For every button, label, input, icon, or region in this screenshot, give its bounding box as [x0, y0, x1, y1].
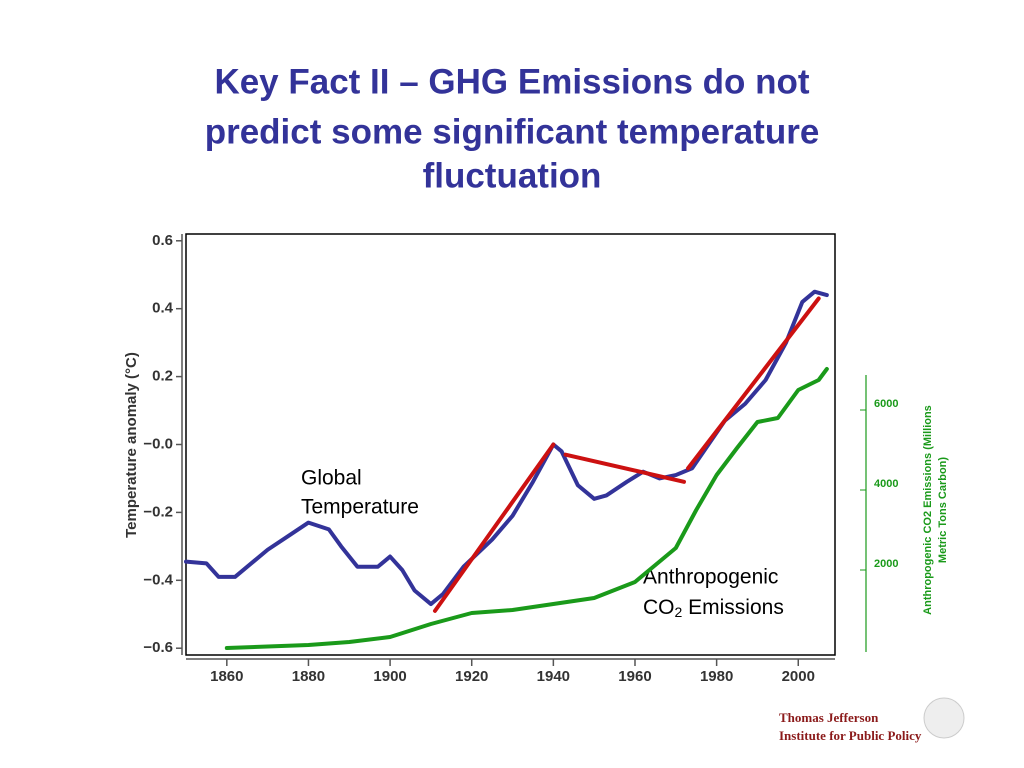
y2-tick-label: 2000	[874, 558, 898, 570]
y-tick-label: −0.6	[143, 639, 173, 656]
annotation-part: CO	[643, 596, 675, 619]
plot-frame	[185, 233, 836, 656]
annotation: CO2 Emissions	[643, 596, 784, 620]
x-tick-label: 1900	[373, 668, 406, 685]
logo-text: Thomas Jefferson	[779, 710, 879, 725]
y-tick-label: 0.4	[152, 300, 174, 317]
y2-tick-label: 6000	[874, 398, 898, 410]
y2-axis-label: Anthropogenic CO2 Emissions (Millions	[922, 405, 934, 615]
title-line: Key Fact II – GHG Emissions do not	[214, 62, 809, 101]
series-line	[432, 442, 556, 613]
x-tick-label: 1940	[537, 668, 570, 685]
annotation: Anthropogenic	[643, 566, 778, 589]
x-tick-label: 1860	[210, 668, 243, 685]
logo-emblem	[923, 697, 965, 739]
x-tick-label: 1880	[292, 668, 325, 685]
x-tick-label: 1920	[455, 668, 488, 685]
series-line	[563, 452, 686, 484]
y-axis-label: Temperature anomaly (°C)	[123, 352, 140, 538]
title: Key Fact II – GHG Emissions do not predi…	[205, 62, 820, 195]
x-tick-label: 1960	[618, 668, 651, 685]
y-tick-label: 0.6	[152, 232, 173, 249]
series-line	[686, 296, 821, 471]
y2-tick-label: 4000	[874, 478, 898, 490]
y-tick-label: −0.2	[143, 503, 173, 520]
annotation-part: Emissions	[682, 596, 784, 619]
y2-axis-label: Metric Tons Carbon)	[937, 457, 949, 563]
annotation: Temperature	[301, 496, 419, 519]
y-tick-label: −0.4	[143, 571, 173, 588]
title-line: predict some significant temperature	[205, 112, 820, 151]
x-tick-label: 2000	[782, 668, 815, 685]
series-line	[224, 367, 829, 650]
x-tick-label: 1980	[700, 668, 733, 685]
annotation: Global	[301, 467, 362, 490]
logo-text: Institute for Public Policy	[779, 728, 922, 743]
series-line	[184, 289, 829, 607]
annotation-subscript: 2	[675, 604, 683, 620]
y-tick-label: 0.2	[152, 368, 173, 385]
y-tick-label: −0.0	[143, 435, 173, 452]
title-line: fluctuation	[423, 156, 602, 195]
